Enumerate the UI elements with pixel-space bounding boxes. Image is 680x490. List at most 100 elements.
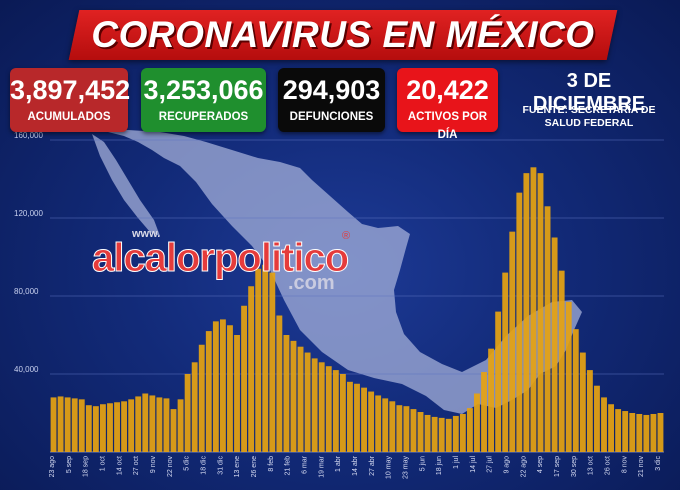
bar (234, 335, 240, 452)
x-tick-label: 8 nov (621, 456, 628, 474)
bar (339, 374, 346, 452)
bar (255, 268, 262, 452)
watermark-name: alcalorpolitico (91, 236, 349, 281)
x-tick-label: 21 feb (285, 456, 292, 476)
bar (601, 397, 607, 452)
bar (241, 305, 248, 452)
bar (424, 414, 431, 452)
bar (325, 366, 332, 452)
x-tick-label: 4 sep (537, 456, 544, 473)
bar (170, 409, 177, 452)
y-tick-label: 80,000 (14, 287, 39, 296)
stat-value: 20,422 (406, 75, 489, 105)
bar (622, 411, 629, 452)
bar (502, 272, 509, 452)
bar (586, 370, 593, 452)
bar (523, 173, 530, 452)
bar (594, 385, 600, 452)
x-tick-label: 27 oct (133, 456, 140, 475)
bar (205, 331, 212, 452)
bar (572, 329, 579, 452)
x-tick-label: 9 nov (150, 456, 157, 474)
bar (495, 311, 502, 452)
bar (227, 325, 233, 452)
bar (537, 173, 544, 452)
stat-label: DEFUNCIONES (289, 111, 374, 123)
bar (128, 399, 135, 452)
bar (565, 301, 572, 452)
x-tick-label: 30 sep (571, 456, 578, 477)
stat-value: 294,903 (282, 75, 381, 105)
bar (57, 396, 64, 452)
x-tick-label: 23 ago (49, 456, 56, 478)
x-tick-label: 31 dic (217, 456, 224, 475)
stat-value: 3,897,452 (10, 75, 131, 105)
bar (615, 409, 622, 452)
bar (156, 397, 163, 452)
bar (368, 391, 375, 452)
bar (459, 413, 466, 452)
stat-deaths: 294,903 DEFUNCIONES (278, 68, 385, 132)
y-axis: 40,000 80,000 120,000 160,000 (14, 131, 43, 374)
x-tick-label: 1 abr (335, 455, 342, 472)
bar (551, 237, 558, 452)
bar (64, 397, 71, 452)
x-tick-label: 22 nov (167, 456, 174, 478)
bar (198, 344, 205, 452)
bar (269, 272, 276, 452)
x-tick-label: 26 oct (605, 456, 612, 475)
x-tick-label: 5 dic (184, 456, 191, 471)
stat-recovered: 3,253,066 RECUPERADOS (141, 68, 266, 132)
bar (636, 413, 643, 452)
bar (354, 383, 360, 452)
bar (375, 395, 382, 452)
bar (304, 352, 311, 452)
stat-label: ACUMULADOS (27, 111, 111, 123)
bar (212, 321, 219, 452)
y-tick-label: 160,000 (14, 131, 43, 140)
bar (431, 416, 438, 452)
x-tick-label: 1 jul (453, 456, 460, 469)
bar (445, 418, 452, 452)
bar (608, 404, 614, 452)
bar (71, 398, 78, 453)
bar (290, 340, 297, 452)
bar (643, 414, 650, 452)
x-tick-label: 22 ago (520, 456, 527, 478)
x-tick-label: 19 mar (318, 455, 325, 477)
bar (283, 335, 290, 452)
x-tick-label: 27 jul (487, 456, 494, 473)
bar (262, 264, 269, 452)
bar (177, 399, 184, 452)
bar (163, 398, 170, 453)
x-tick-label: 27 abr (369, 455, 376, 476)
x-tick-label: 14 jul (470, 456, 477, 473)
report-date: 3 DE DICIEMBRE (532, 70, 646, 115)
bar (509, 231, 516, 452)
bar (92, 406, 99, 452)
x-tick-label: 17 sep (554, 456, 561, 477)
x-tick-label: 18 sep (83, 456, 90, 477)
bar (481, 372, 487, 452)
bar (361, 387, 367, 452)
bar (332, 370, 339, 452)
bar (219, 319, 226, 452)
source-line-1: FUENTE: SECRETARÍA DE (522, 104, 656, 116)
x-tick-label: 8 feb (268, 456, 275, 472)
bar (382, 398, 389, 453)
x-tick-label: 13 oct (588, 456, 595, 475)
stat-value: 3,253,066 (143, 75, 264, 105)
bar (85, 405, 92, 452)
x-tick-label: 10 may (386, 456, 393, 479)
x-tick-label: 9 ago (504, 456, 511, 474)
bar (114, 402, 120, 452)
bar (650, 413, 657, 452)
bar (311, 358, 318, 452)
bar (149, 395, 156, 452)
x-tick-label: 6 mar (302, 455, 309, 474)
x-tick-label: 14 oct (116, 456, 123, 475)
bar (396, 405, 403, 452)
y-tick-label: 40,000 (14, 365, 39, 374)
bar (474, 393, 480, 452)
